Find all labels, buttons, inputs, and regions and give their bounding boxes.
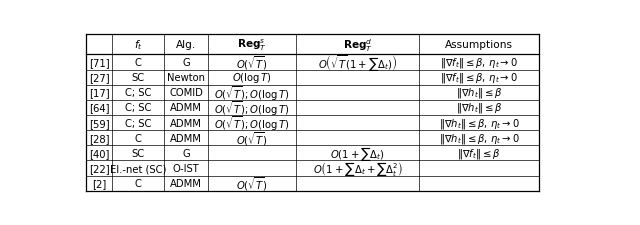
Text: $O(1+\sum\Delta_t)$: $O(1+\sum\Delta_t)$	[330, 144, 385, 162]
Text: C; SC: C; SC	[125, 88, 152, 98]
Text: $\|\nabla h_t\| \leq \beta,\, \eta_t \to 0$: $\|\nabla h_t\| \leq \beta,\, \eta_t \to…	[439, 116, 520, 130]
Text: G: G	[182, 58, 190, 68]
Text: $O(\sqrt{T});O(\log T)$: $O(\sqrt{T});O(\log T)$	[214, 84, 290, 102]
Text: $\|\nabla f_t\| \leq \beta$: $\|\nabla f_t\| \leq \beta$	[458, 146, 501, 160]
Text: [2]: [2]	[92, 178, 106, 188]
Text: ADMM: ADMM	[170, 118, 202, 128]
Text: $\|\nabla h_t\| \leq \beta,\, \eta_t \to 0$: $\|\nabla h_t\| \leq \beta,\, \eta_t \to…	[439, 131, 520, 145]
Text: ADMM: ADMM	[170, 133, 202, 143]
Text: Assumptions: Assumptions	[445, 40, 513, 50]
Text: [17]: [17]	[89, 88, 109, 98]
Text: [28]: [28]	[89, 133, 109, 143]
Text: COMID: COMID	[169, 88, 203, 98]
Text: [71]: [71]	[89, 58, 109, 68]
Text: SC: SC	[132, 148, 145, 158]
Text: [22]: [22]	[89, 163, 109, 173]
Text: [64]: [64]	[89, 103, 109, 113]
Text: $O(\sqrt{T});O(\log T)$: $O(\sqrt{T});O(\log T)$	[214, 99, 290, 117]
Text: ADMM: ADMM	[170, 103, 202, 113]
Text: C; SC: C; SC	[125, 118, 152, 128]
Text: C: C	[135, 58, 141, 68]
Text: O-IST: O-IST	[173, 163, 200, 173]
Text: $O\left(\sqrt{T}(1+\sum\Delta_t)\right)$: $O\left(\sqrt{T}(1+\sum\Delta_t)\right)$	[318, 53, 397, 73]
Text: ADMM: ADMM	[170, 178, 202, 188]
Text: Alg.: Alg.	[176, 40, 196, 50]
Text: [40]: [40]	[89, 148, 109, 158]
Text: $O(\sqrt{T})$: $O(\sqrt{T})$	[236, 175, 268, 192]
Text: $\|\nabla h_t\| \leq \beta$: $\|\nabla h_t\| \leq \beta$	[456, 101, 502, 115]
Text: $\mathbf{Reg}_T^s$: $\mathbf{Reg}_T^s$	[237, 37, 267, 53]
Text: $\|\nabla f_t\| \leq \beta,\, \eta_t \to 0$: $\|\nabla f_t\| \leq \beta,\, \eta_t \to…	[440, 56, 518, 70]
Text: $\|\nabla f_t\| \leq \beta,\, \eta_t \to 0$: $\|\nabla f_t\| \leq \beta,\, \eta_t \to…	[440, 71, 518, 85]
Text: $\|\nabla h_t\| \leq \beta$: $\|\nabla h_t\| \leq \beta$	[456, 86, 502, 100]
Text: El.-net (SC): El.-net (SC)	[110, 163, 166, 173]
Text: C: C	[135, 133, 141, 143]
Text: [27]: [27]	[89, 73, 109, 83]
Text: $f_t$: $f_t$	[134, 38, 143, 52]
Text: Newton: Newton	[167, 73, 205, 83]
Text: $O(\sqrt{T})$: $O(\sqrt{T})$	[236, 54, 268, 72]
Text: SC: SC	[132, 73, 145, 83]
Text: $\mathbf{Reg}_T^d$: $\mathbf{Reg}_T^d$	[343, 37, 372, 53]
Text: [59]: [59]	[89, 118, 109, 128]
Text: G: G	[182, 148, 190, 158]
Text: $O\left(1+\sum\Delta_t+\sum\Delta_t^2\right)$: $O\left(1+\sum\Delta_t+\sum\Delta_t^2\ri…	[313, 159, 403, 177]
Text: C; SC: C; SC	[125, 103, 152, 113]
Text: $O(\sqrt{T});O(\log T)$: $O(\sqrt{T});O(\log T)$	[214, 114, 290, 132]
Text: $O(\sqrt{T})$: $O(\sqrt{T})$	[236, 129, 268, 147]
Text: C: C	[135, 178, 141, 188]
Text: $O(\log T)$: $O(\log T)$	[232, 71, 272, 85]
